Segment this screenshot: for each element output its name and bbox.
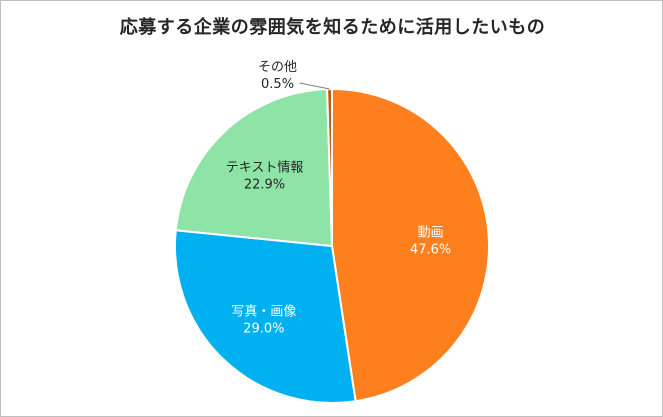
slice-label-name-douga: 動画 xyxy=(418,226,444,241)
pie-slices xyxy=(174,87,490,404)
pie-slice-shashin-gazou xyxy=(174,229,357,404)
slice-label-value-douga: 47.6% xyxy=(410,243,451,258)
pie-labels: 動画 47.6% 写真・画像 29.0% テキスト情報 22.9% その他 0.5% xyxy=(226,60,452,337)
chart-title: 応募する企業の雰囲気を知るために活用したいもの xyxy=(119,17,546,38)
slice-label-name-text-jouhou: テキスト情報 xyxy=(226,161,304,176)
pie-slice-sonota xyxy=(326,87,333,247)
slice-label-value-sonota: 0.5% xyxy=(261,77,294,92)
slice-label-value-shashin-gazou: 29.0% xyxy=(243,322,284,337)
pie-slice-douga xyxy=(331,87,490,403)
pie-slice-text-jouhou xyxy=(174,88,334,248)
slice-label-name-sonota: その他 xyxy=(258,60,297,75)
slice-label-value-text-jouhou: 22.9% xyxy=(244,178,285,193)
slice-label-name-shashin-gazou: 写真・画像 xyxy=(231,305,296,320)
leader-line-sonota xyxy=(299,82,330,90)
